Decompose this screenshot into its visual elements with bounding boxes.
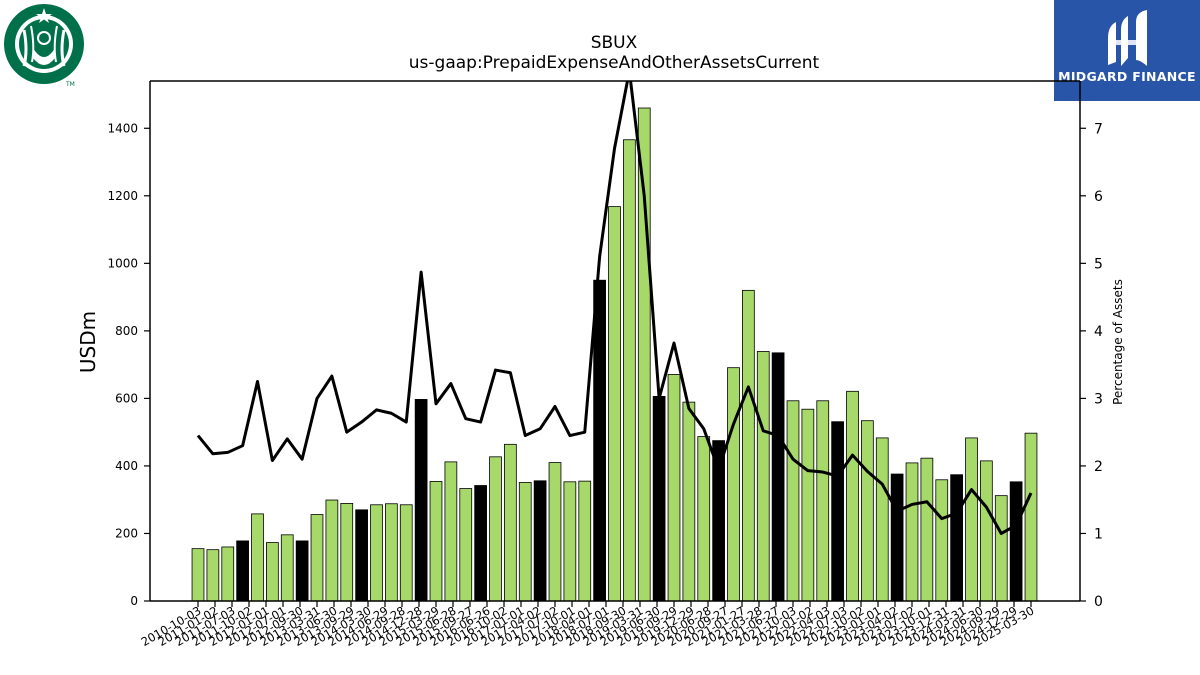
bar <box>935 479 949 602</box>
y2-tick-label: 4 <box>1094 324 1103 340</box>
bar <box>742 289 755 602</box>
y2-tick-label: 6 <box>1094 189 1103 205</box>
y2-tick-label: 3 <box>1094 391 1103 407</box>
bar <box>1009 481 1023 602</box>
bar <box>504 443 517 602</box>
bar <box>429 481 443 602</box>
bar <box>727 367 740 602</box>
y-tick-label: 1200 <box>107 189 138 203</box>
bar <box>593 279 606 602</box>
y2-tick-label: 0 <box>1094 594 1103 610</box>
bar <box>533 480 547 602</box>
bar <box>221 546 235 602</box>
starbucks-logo: TM <box>4 4 84 88</box>
bar <box>355 509 368 602</box>
bar <box>801 408 815 602</box>
bar <box>251 513 264 602</box>
series-line-percentage <box>196 81 1033 535</box>
midgard-finance-logo: MIDGARD FINANCE <box>1054 0 1200 101</box>
bar <box>875 437 889 602</box>
y-tick-label: 200 <box>115 526 138 540</box>
bar <box>831 421 844 602</box>
bar <box>965 437 978 602</box>
bar <box>444 461 458 602</box>
bar <box>697 436 711 602</box>
bar <box>1024 432 1038 602</box>
y2-tick-label: 2 <box>1094 459 1103 475</box>
bar <box>682 401 696 602</box>
bar <box>890 473 904 602</box>
bar <box>548 462 562 602</box>
y2-tick-label: 1 <box>1094 526 1103 542</box>
bar <box>206 549 220 602</box>
bar <box>623 139 636 602</box>
y-tick-label: 800 <box>115 324 138 338</box>
plot-area: 0200400600800100012001400012345672010-10… <box>107 80 1103 649</box>
bar <box>385 503 398 602</box>
bar <box>637 107 651 602</box>
trademark-mark: TM <box>65 81 75 88</box>
bar <box>563 481 577 602</box>
bar <box>608 206 621 602</box>
bar <box>236 540 249 602</box>
bar <box>994 495 1008 602</box>
bar <box>414 399 428 602</box>
bar <box>905 462 919 602</box>
bar <box>786 400 800 602</box>
bar <box>310 514 324 602</box>
bar <box>266 542 279 602</box>
bar <box>191 548 205 602</box>
bar <box>771 352 785 602</box>
y2-tick-label: 7 <box>1094 121 1103 137</box>
bar <box>578 480 592 602</box>
bar <box>370 504 383 602</box>
bar <box>920 457 934 602</box>
bar <box>489 456 502 602</box>
y2-tick-label: 5 <box>1094 256 1103 272</box>
bar <box>295 540 309 602</box>
bar <box>816 400 830 602</box>
bar <box>518 482 532 602</box>
bar <box>950 474 963 602</box>
bar <box>846 390 859 602</box>
y-tick-label: 1400 <box>107 121 138 135</box>
y-tick-label: 600 <box>115 391 138 405</box>
y-axis-label-right: Percentage of Assets <box>1111 279 1125 405</box>
bar <box>652 395 666 602</box>
midgard-finance-text: MIDGARD FINANCE <box>1058 69 1196 84</box>
chart-title: SBUX <box>591 33 638 53</box>
bar <box>474 485 487 602</box>
y-tick-label: 0 <box>130 594 138 608</box>
chart-subtitle: us-gaap:PrepaidExpenseAndOtherAssetsCurr… <box>409 53 820 73</box>
bar <box>325 499 339 602</box>
bar <box>399 504 413 602</box>
bar <box>340 503 354 602</box>
y-tick-label: 400 <box>115 459 138 473</box>
bar <box>667 374 681 602</box>
bar <box>756 351 770 602</box>
bar <box>861 420 874 602</box>
bar <box>280 534 294 602</box>
y-tick-label: 1000 <box>107 256 138 270</box>
bar <box>980 460 993 602</box>
y-axis-label-left: USDm <box>76 311 100 373</box>
bar <box>459 488 473 602</box>
